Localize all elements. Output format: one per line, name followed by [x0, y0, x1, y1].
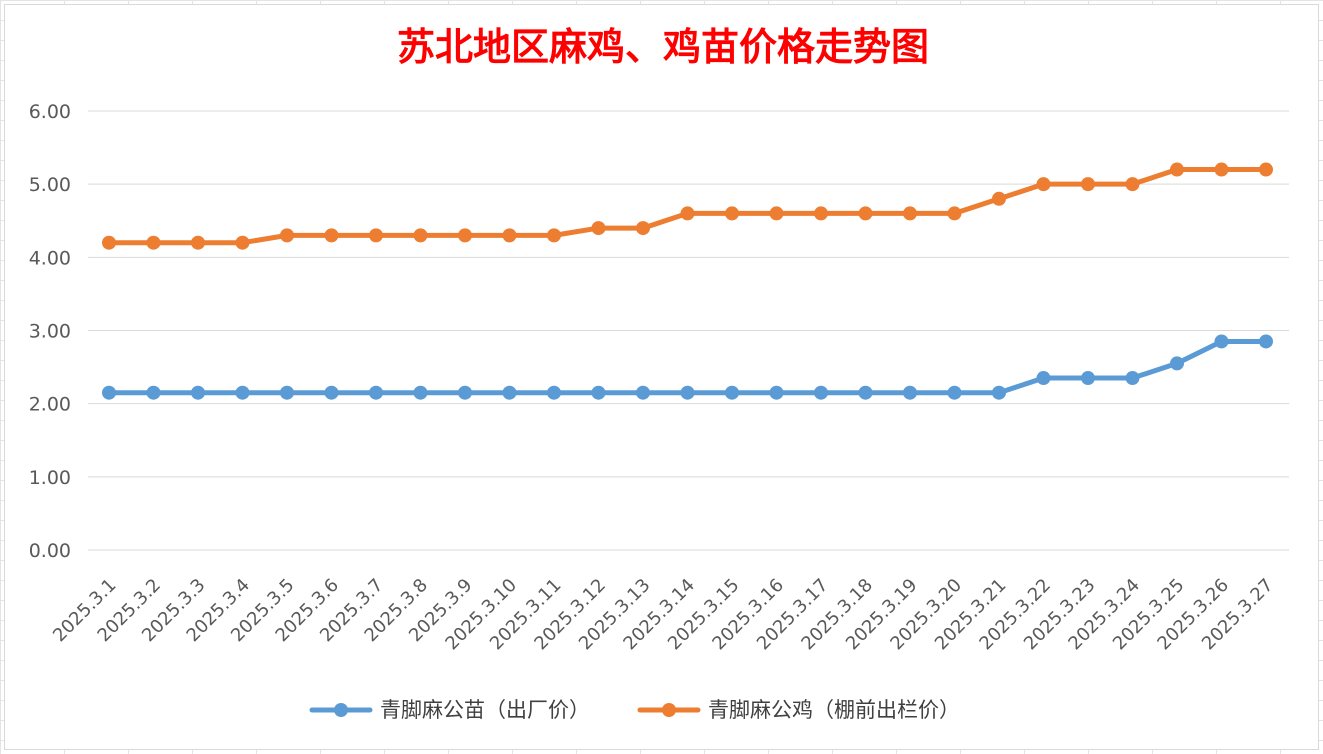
data-point — [502, 385, 517, 400]
data-point — [636, 221, 650, 236]
y-tick-label: 5.00 — [29, 174, 71, 196]
data-point — [413, 385, 428, 400]
data-point — [903, 385, 917, 400]
y-tick-label: 1.00 — [29, 467, 71, 489]
data-point — [102, 235, 116, 250]
data-point — [458, 228, 472, 243]
data-point — [858, 206, 873, 221]
data-point — [547, 228, 561, 243]
data-point — [769, 385, 784, 400]
legend-marker — [334, 703, 348, 717]
data-point — [1036, 371, 1051, 386]
data-point — [680, 385, 695, 400]
data-point — [1259, 162, 1273, 177]
y-tick-label: 2.00 — [29, 394, 71, 416]
data-point — [725, 385, 739, 400]
data-point — [547, 385, 561, 400]
data-point — [1036, 177, 1051, 192]
data-point — [947, 206, 962, 221]
data-point — [725, 206, 739, 221]
data-point — [458, 385, 472, 400]
series-line — [106, 338, 1269, 396]
chart-title: 苏北地区麻鸡、鸡苗价格走势图 — [397, 24, 929, 69]
data-point — [858, 385, 873, 400]
y-tick-label: 6.00 — [29, 101, 71, 123]
y-tick-label: 4.00 — [29, 247, 71, 269]
data-point — [814, 385, 828, 400]
gridlines — [88, 110, 1289, 551]
data-point — [814, 206, 828, 221]
legend-item: 青脚麻公鸡（棚前出栏价） — [637, 698, 960, 722]
data-point — [235, 385, 250, 400]
data-point — [280, 385, 294, 400]
series-lines — [102, 162, 1273, 400]
data-point — [280, 228, 294, 243]
legend: 青脚麻公苗（出厂价） 青脚麻公鸡（棚前出栏价） — [309, 698, 960, 722]
data-point — [191, 385, 205, 400]
legend-marker — [662, 703, 676, 717]
y-tick-label: 0.00 — [29, 540, 71, 562]
data-point — [413, 228, 428, 243]
data-point — [369, 385, 383, 400]
y-tick-label: 3.00 — [29, 321, 71, 343]
data-point — [235, 235, 250, 250]
x-axis: 2025.3.12025.3.22025.3.32025.3.42025.3.5… — [49, 575, 1278, 655]
legend-item: 青脚麻公苗（出厂价） — [309, 698, 590, 722]
data-point — [1081, 177, 1095, 192]
data-point — [1125, 177, 1140, 192]
data-point — [1081, 371, 1095, 386]
series-1 — [102, 334, 1273, 400]
y-axis: 0.00 1.00 2.00 3.00 4.00 5.00 6.00 — [29, 101, 71, 562]
data-point — [992, 385, 1006, 400]
data-point — [1125, 371, 1140, 386]
data-point — [591, 221, 606, 236]
data-point — [903, 206, 917, 221]
data-point — [636, 385, 650, 400]
series-2 — [102, 162, 1273, 250]
data-point — [591, 385, 606, 400]
data-point — [1170, 162, 1184, 177]
data-point — [146, 385, 161, 400]
data-point — [146, 235, 161, 250]
legend-label: 青脚麻公鸡（棚前出栏价） — [708, 698, 960, 722]
data-point — [1214, 334, 1229, 349]
data-point — [102, 385, 116, 400]
data-point — [324, 228, 339, 243]
data-point — [369, 228, 383, 243]
data-point — [191, 235, 205, 250]
data-point — [324, 385, 339, 400]
data-point — [992, 191, 1006, 206]
data-point — [502, 228, 517, 243]
data-point — [1170, 356, 1184, 371]
data-point — [1214, 162, 1229, 177]
data-point — [1259, 334, 1273, 349]
data-point — [769, 206, 784, 221]
legend-label: 青脚麻公苗（出厂价） — [380, 698, 590, 722]
data-point — [947, 385, 962, 400]
data-point — [680, 206, 695, 221]
